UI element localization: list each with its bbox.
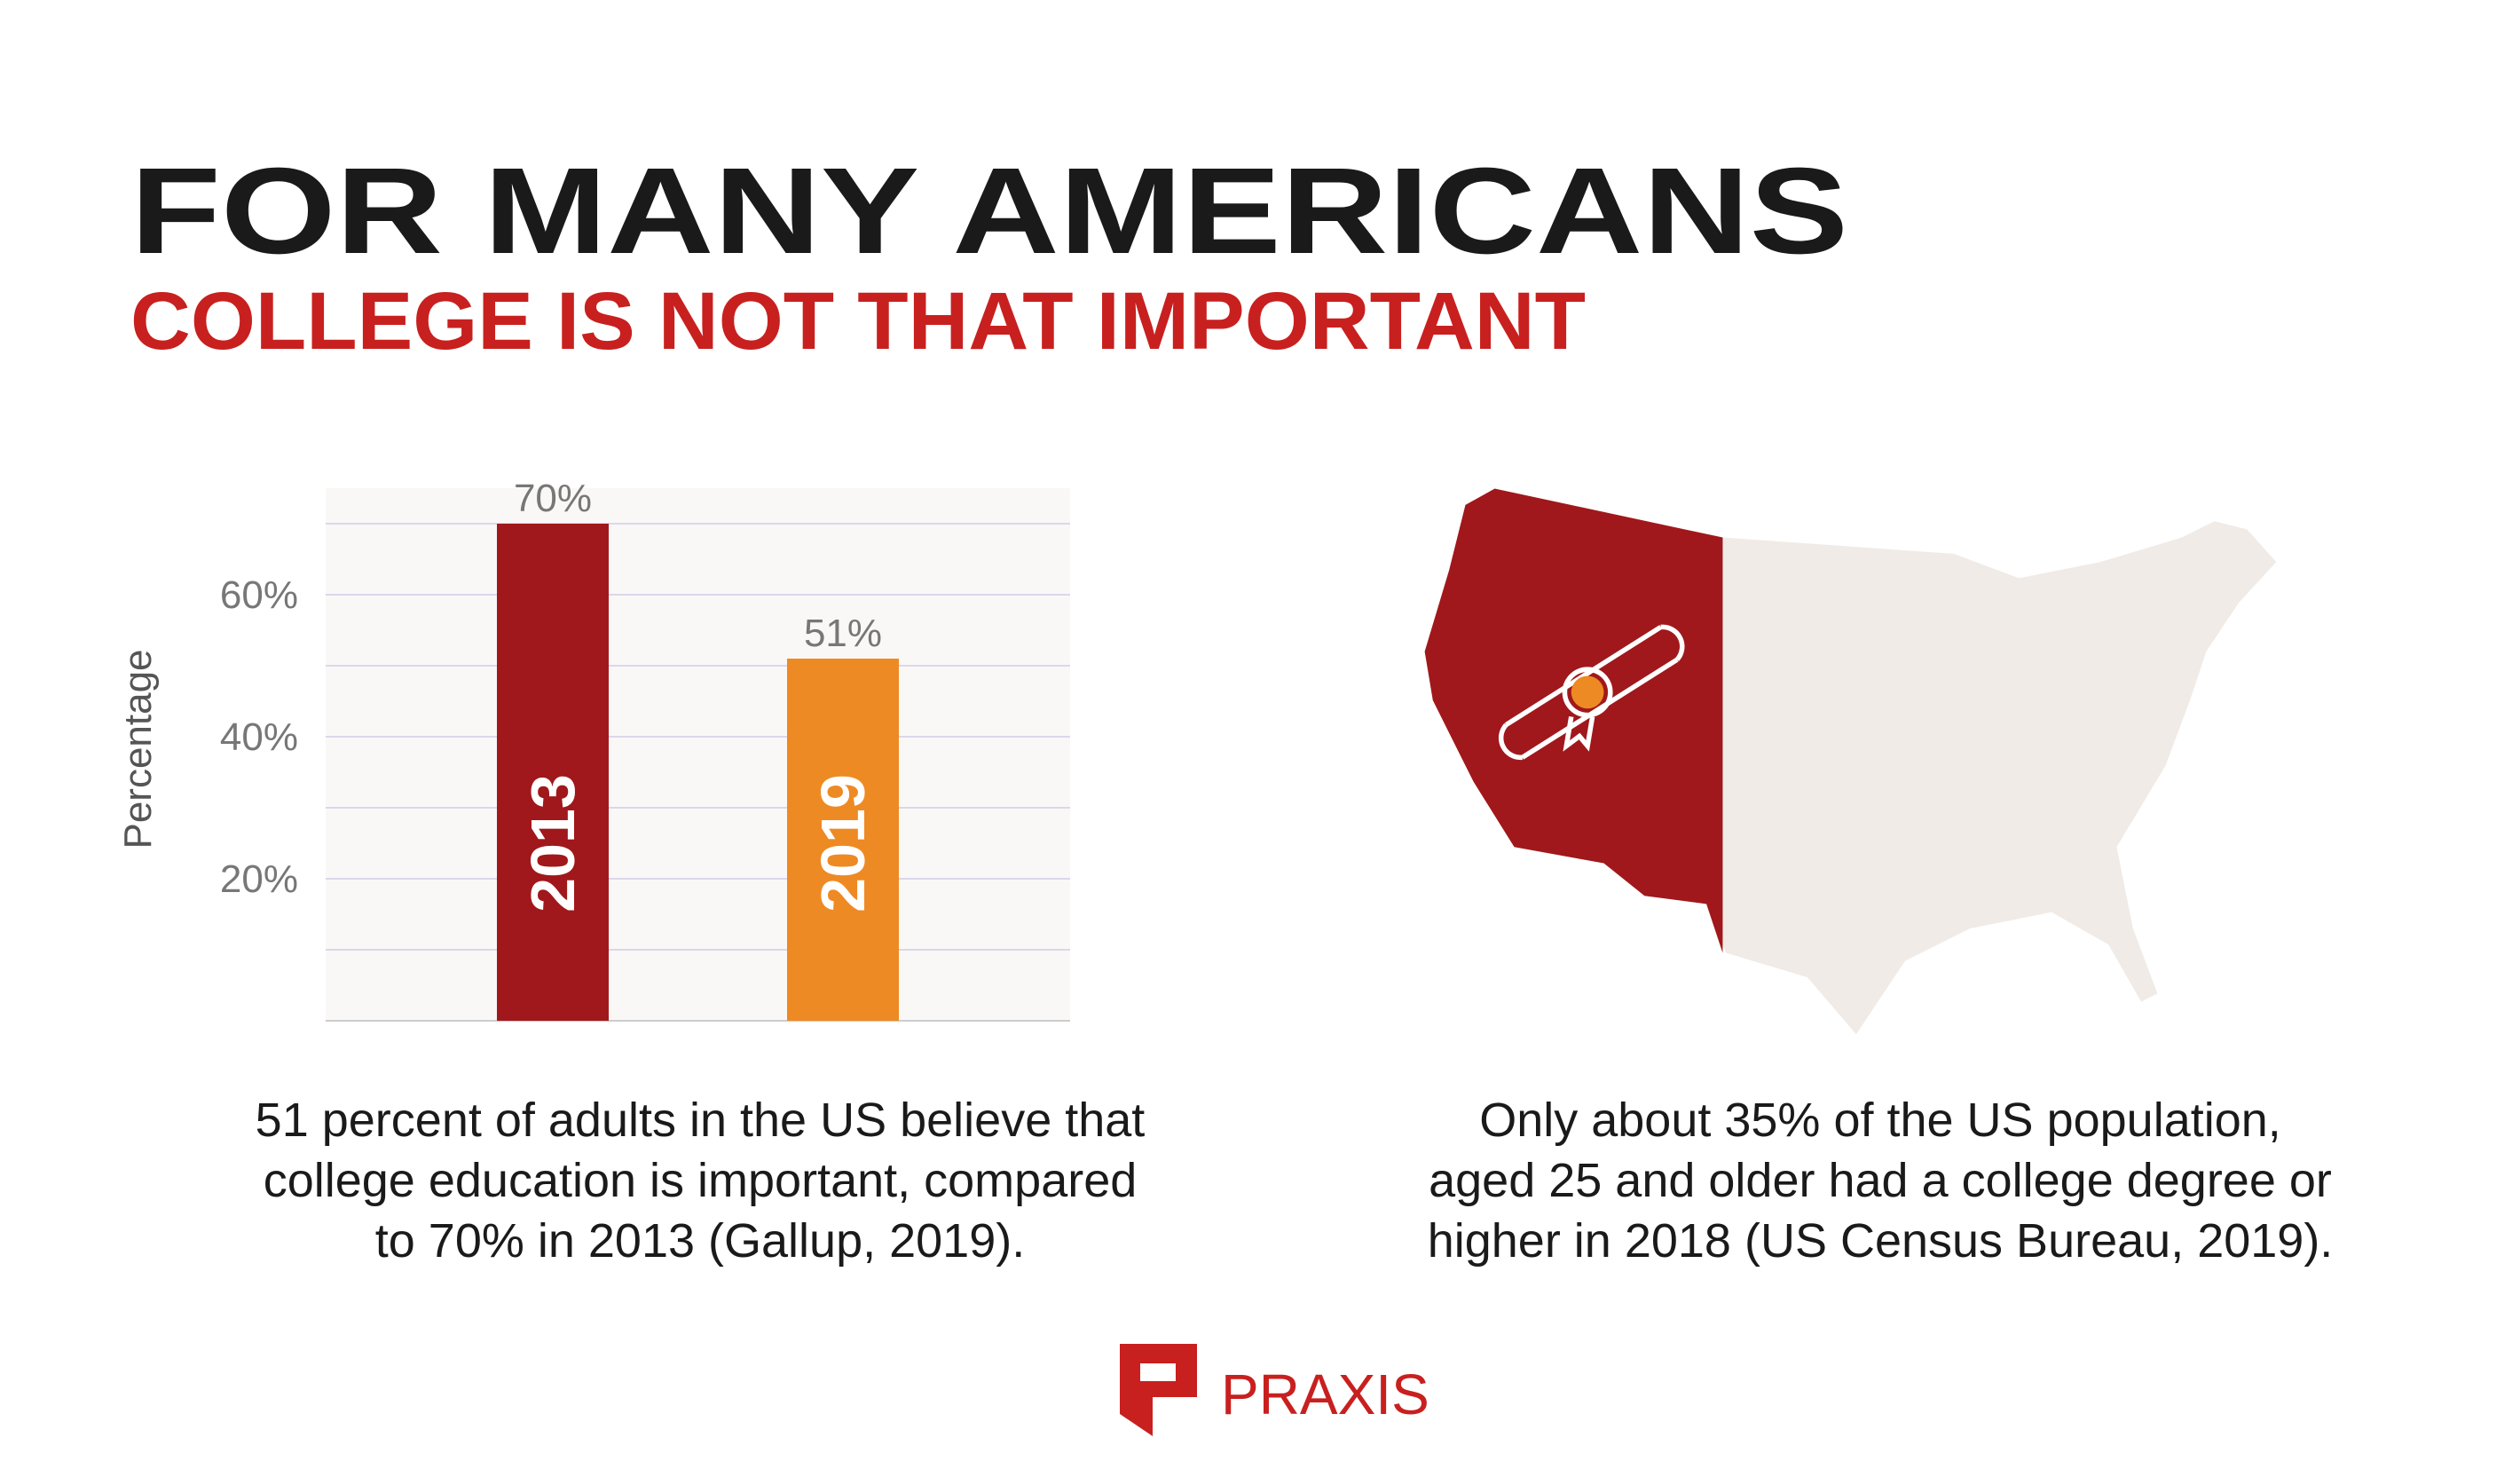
caption-line: to 70% in 2013 (Gallup, 2019). [375,1214,1025,1268]
subtitle: COLLEGE IS NOT THAT IMPORTANT [130,276,1586,367]
category-label: 2019 [808,774,878,912]
caption-line: college education is important, compared [264,1154,1138,1207]
bar [787,659,899,1021]
y-tick-label: 20% [220,857,298,901]
logo: PRAXIS [1120,1344,1429,1436]
value-label: 51% [804,612,882,655]
captions: 51 percent of adults in the US believe t… [256,1094,2334,1268]
caption-line: 51 percent of adults in the US believe t… [256,1094,1146,1147]
us-map [1424,488,2277,1035]
bar [497,524,609,1021]
y-tick-label: 60% [220,573,298,617]
plot-area [326,488,1070,1021]
caption-line: Only about 35% of the US population, [1479,1094,2281,1147]
caption-line: aged 25 and older had a college degree o… [1429,1154,2332,1207]
title: FOR MANY AMERICANS [130,143,1848,280]
y-axis-label: Percentage [116,649,160,849]
bar-chart: 20% 40% 60% 70% 2013 51% 2019 [220,477,1070,1022]
y-tick-label: 40% [220,715,298,759]
category-label: 2013 [518,774,587,912]
caption-line: higher in 2018 (US Census Bureau, 2019). [1428,1214,2334,1268]
logo-text: PRAXIS [1221,1362,1429,1426]
value-label: 70% [514,477,592,520]
